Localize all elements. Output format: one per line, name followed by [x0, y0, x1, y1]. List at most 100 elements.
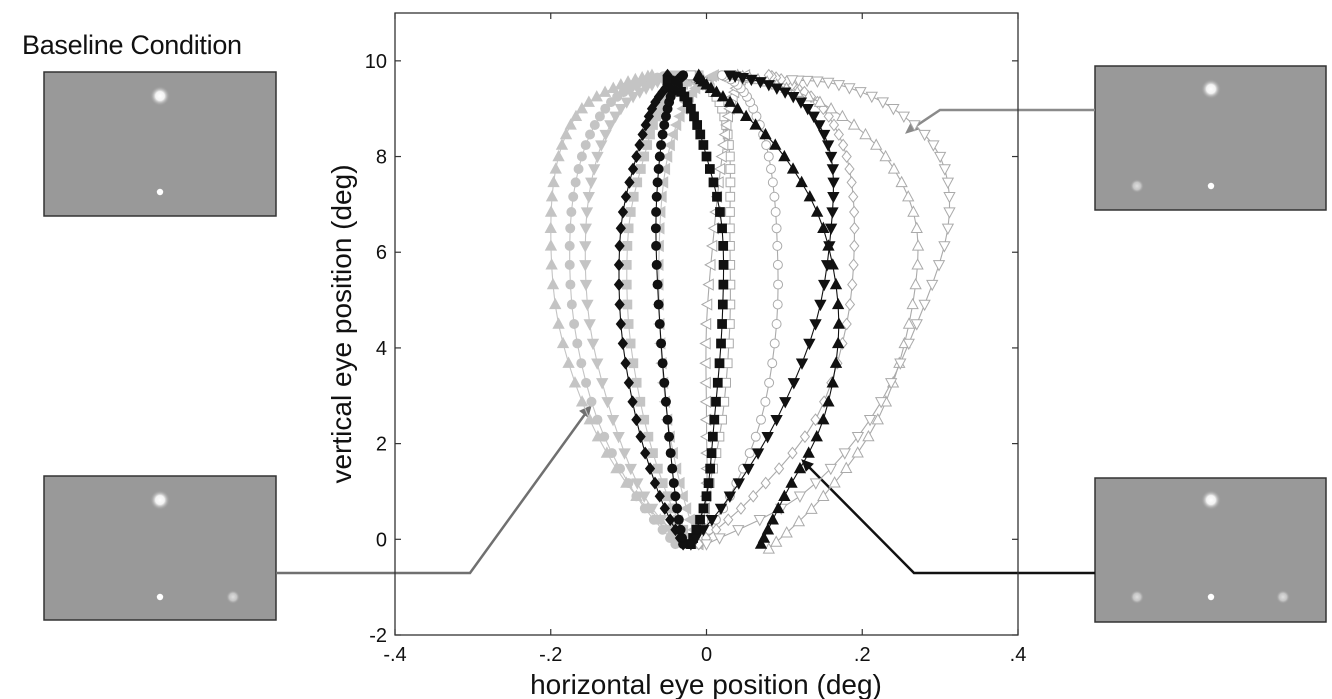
data-point	[849, 221, 860, 235]
data-point	[817, 413, 830, 425]
data-point	[771, 319, 782, 329]
right-distractor-spot	[1276, 590, 1290, 604]
fixation-dot	[156, 188, 164, 196]
data-point	[943, 192, 956, 204]
data-point	[717, 319, 727, 329]
data-point	[627, 162, 639, 176]
data-point	[596, 378, 609, 390]
y-tick-label: 0	[376, 529, 387, 551]
data-point	[739, 109, 753, 122]
data-point	[575, 102, 589, 114]
data-point	[634, 138, 645, 152]
data-point	[566, 207, 577, 218]
data-point	[822, 77, 835, 90]
data-point	[785, 476, 798, 488]
data-point	[908, 120, 921, 132]
target-spot	[150, 86, 170, 106]
data-point	[779, 397, 792, 409]
data-point	[817, 221, 830, 234]
left-distractor-spot	[1130, 590, 1144, 604]
data-point	[918, 129, 931, 142]
x-tick-label: -.2	[539, 644, 562, 666]
data-point	[732, 478, 745, 490]
data-point	[736, 72, 749, 85]
data-point	[699, 317, 712, 331]
data-point	[810, 413, 821, 427]
data-point	[761, 140, 772, 151]
data-point	[847, 118, 861, 130]
data-point	[657, 129, 668, 140]
data-point	[824, 151, 838, 164]
data-point	[656, 338, 667, 349]
data-point	[667, 463, 678, 474]
data-point	[650, 223, 661, 234]
data-point	[823, 109, 834, 123]
data-point	[849, 205, 860, 219]
data-point	[831, 297, 845, 310]
data-point	[809, 319, 822, 331]
data-point	[589, 119, 600, 130]
data-point	[591, 358, 604, 370]
target-spot	[1201, 79, 1221, 99]
arrow-bottom-left	[276, 409, 590, 575]
data-point	[871, 413, 884, 425]
data-point	[569, 319, 580, 329]
data-point	[556, 336, 570, 349]
data-point	[615, 463, 626, 474]
data-point	[689, 533, 703, 545]
data-point	[844, 298, 856, 311]
data-point	[637, 128, 648, 141]
data-point	[665, 448, 676, 459]
data-point	[918, 299, 931, 312]
data-point	[662, 75, 673, 85]
data-point	[544, 221, 557, 234]
data-point	[581, 377, 592, 388]
data-point	[659, 502, 670, 515]
data-point	[770, 83, 783, 95]
data-point	[723, 70, 737, 82]
data-point	[818, 129, 831, 142]
data-point	[902, 317, 916, 329]
data-point	[697, 525, 710, 537]
data-point	[614, 239, 625, 253]
data-point	[579, 279, 593, 292]
data-point	[713, 533, 726, 545]
data-point	[664, 431, 675, 442]
data-point	[623, 478, 634, 489]
data-point	[941, 177, 955, 190]
data-point	[701, 491, 712, 502]
data-point	[581, 299, 594, 312]
series-triangle-down-open-15	[700, 75, 956, 551]
data-point	[569, 109, 583, 122]
data-point	[649, 476, 661, 490]
data-point	[579, 241, 592, 253]
data-point	[848, 190, 859, 204]
data-point	[907, 205, 920, 217]
data-point	[910, 221, 923, 234]
data-point	[716, 138, 729, 152]
series-layer	[544, 68, 956, 554]
data-point	[700, 539, 713, 551]
data-point	[754, 77, 767, 89]
data-point	[831, 336, 845, 349]
data-point	[660, 396, 671, 407]
data-point	[911, 239, 925, 251]
data-point	[572, 338, 583, 349]
fixation-dot	[1207, 182, 1215, 190]
data-point	[762, 80, 775, 92]
data-point	[833, 128, 844, 141]
data-point	[926, 279, 939, 292]
data-point	[721, 377, 731, 388]
data-point	[794, 97, 808, 109]
data-point	[663, 138, 675, 152]
data-point	[870, 138, 883, 150]
data-point	[720, 118, 732, 132]
data-point	[778, 149, 791, 162]
data-point	[700, 298, 713, 311]
series-triangle-up-filled-9	[692, 68, 846, 549]
data-point	[760, 476, 771, 490]
data-point	[715, 207, 725, 217]
data-point	[723, 491, 737, 503]
data-point	[787, 92, 800, 104]
